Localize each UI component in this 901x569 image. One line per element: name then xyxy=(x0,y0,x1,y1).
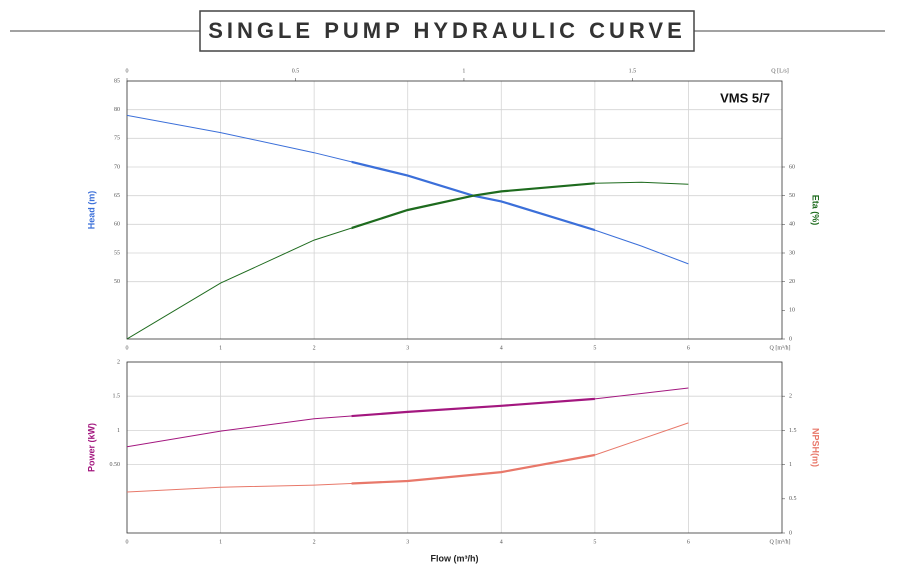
y-tick-label: 55 xyxy=(114,250,120,256)
x-unit: Q [m³/h] xyxy=(770,539,791,545)
y-tick-label: 80 xyxy=(114,107,120,113)
y2-tick-label: 1 xyxy=(789,462,792,468)
y2-axis-label: Eta (%) xyxy=(811,195,821,226)
x-tick-label: 4 xyxy=(500,539,503,545)
y-tick-label: 65 xyxy=(114,193,120,199)
y2-tick-label: 20 xyxy=(789,279,795,285)
x-unit: Q [m³/h] xyxy=(770,345,791,351)
model-label: VMS 5/7 xyxy=(720,90,770,105)
x2-unit: Q [L/s] xyxy=(771,68,789,74)
y-tick-label: 50 xyxy=(114,279,120,285)
x-tick-label: 3 xyxy=(406,345,409,351)
title: SINGLE PUMP HYDRAULIC CURVE xyxy=(208,18,686,43)
plot-frame xyxy=(126,80,783,340)
x2-tick-label: 1 xyxy=(462,68,465,74)
x-tick-label: 3 xyxy=(406,539,409,545)
y2-axis-label: NPSH(m) xyxy=(811,428,821,467)
y2-tick-label: 1.5 xyxy=(789,428,797,434)
x-tick-label: 2 xyxy=(313,345,316,351)
title-box xyxy=(199,10,695,52)
x-tick-label: 5 xyxy=(593,539,596,545)
x-tick-label: 1 xyxy=(219,345,222,351)
y2-tick-label: 50 xyxy=(789,193,795,199)
series-line-highlight xyxy=(351,182,595,230)
y2-tick-label: 2 xyxy=(789,394,792,400)
plot-frame xyxy=(126,361,783,534)
x-tick-label: 0 xyxy=(126,345,129,351)
y-tick-label: 2 xyxy=(117,359,120,365)
y-tick-label: 1.5 xyxy=(113,394,121,400)
y-tick-label: 75 xyxy=(114,136,120,142)
x2-tick-label: 1.5 xyxy=(629,68,637,74)
series-line-highlight xyxy=(351,453,595,485)
y2-tick-label: 40 xyxy=(789,222,795,228)
x-tick-label: 1 xyxy=(219,539,222,545)
y-tick-label: 85 xyxy=(114,78,120,84)
x-tick-label: 4 xyxy=(500,345,503,351)
x-tick-label: 0 xyxy=(126,539,129,545)
y2-tick-label: 60 xyxy=(789,164,795,170)
y-tick-label: 60 xyxy=(114,222,120,228)
x2-tick-label: 0.5 xyxy=(292,68,300,74)
y2-tick-label: 30 xyxy=(789,250,795,256)
x-tick-label: 5 xyxy=(593,345,596,351)
y-tick-label: 0.50 xyxy=(110,462,121,468)
series-line-highlight xyxy=(351,397,595,418)
x2-tick-label: 0 xyxy=(126,68,129,74)
y2-tick-label: 0 xyxy=(789,530,792,536)
y-tick-label: 70 xyxy=(114,164,120,170)
y-axis-label: Power (kW) xyxy=(86,423,96,472)
y-axis-label: Head (m) xyxy=(86,191,96,230)
y2-tick-label: 0.5 xyxy=(789,496,797,502)
x-tick-label: 2 xyxy=(313,539,316,545)
y-tick-label: 1 xyxy=(117,428,120,434)
y2-tick-label: 0 xyxy=(789,336,792,342)
x-axis-label: Flow (m³/h) xyxy=(431,553,479,563)
y2-tick-label: 10 xyxy=(789,308,795,314)
x-tick-label: 6 xyxy=(687,345,690,351)
x-tick-label: 6 xyxy=(687,539,690,545)
